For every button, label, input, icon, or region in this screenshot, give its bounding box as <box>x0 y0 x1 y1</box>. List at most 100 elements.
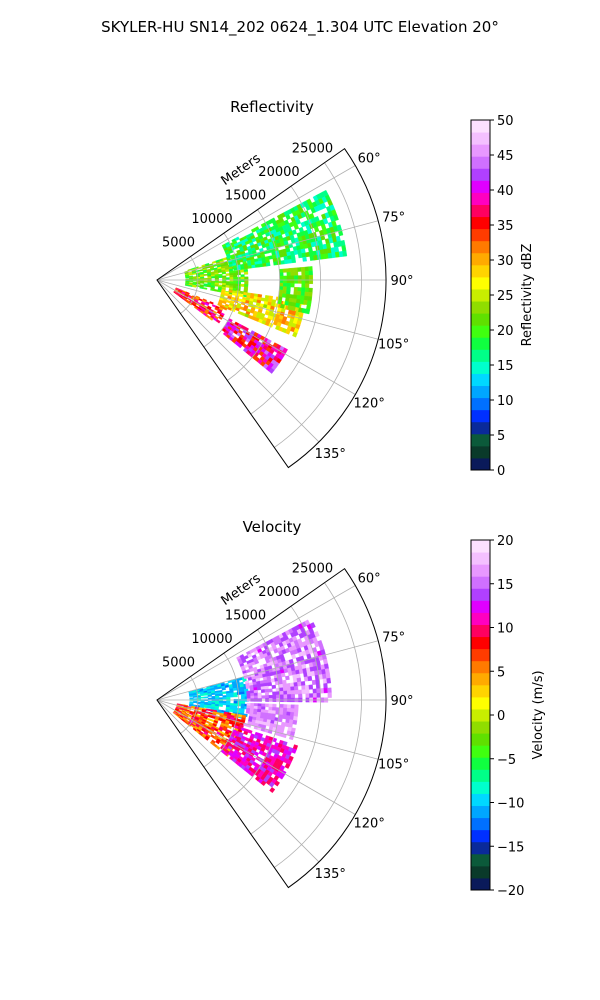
echo-cell <box>268 703 273 708</box>
echo-cell <box>302 256 307 262</box>
echo-cell <box>249 771 255 777</box>
echo-cell <box>247 729 253 734</box>
echo-cell <box>210 288 215 292</box>
echo-cell <box>207 277 212 280</box>
echo-cell <box>280 303 285 309</box>
colorbar-segment <box>471 288 490 302</box>
echo-cell <box>207 285 212 288</box>
echo-cell <box>261 695 266 699</box>
echo-cell <box>289 267 295 273</box>
echo-cell <box>326 677 332 684</box>
echo-cell <box>214 284 219 287</box>
echo-cell <box>218 697 223 700</box>
colorbar-segment <box>471 457 490 471</box>
colorbar-segment <box>471 877 490 891</box>
echo-cell <box>224 293 229 297</box>
echo-cell <box>244 281 249 285</box>
echo-cell <box>268 688 273 693</box>
echo-cell <box>287 258 293 264</box>
colorbar-segment <box>471 708 490 722</box>
echo-cell <box>229 277 234 280</box>
echo-cell <box>300 295 305 301</box>
echo-cell <box>207 697 212 700</box>
echo-cell <box>211 692 216 696</box>
echo-field <box>173 189 348 374</box>
colorbar-segment <box>471 337 490 350</box>
echo-cell <box>247 265 253 269</box>
echo-cell <box>222 275 227 278</box>
echo-cell <box>285 715 291 720</box>
echo-cell <box>297 275 303 280</box>
echo-cell <box>272 694 277 699</box>
range-tick-label: 15000 <box>225 609 266 624</box>
echo-cell <box>271 710 277 715</box>
echo-cell <box>342 250 348 257</box>
echo-cell <box>325 243 332 250</box>
echo-cell <box>215 739 220 745</box>
echo-cell <box>308 270 313 276</box>
echo-cell <box>223 751 229 757</box>
echo-cell <box>305 689 310 695</box>
colorbar-segment <box>471 421 490 435</box>
echo-cell <box>192 285 197 288</box>
theta-tick-label: 60° <box>358 572 381 587</box>
reflectivity-panel: Reflectivity 60° 75° 90° 105° 120° 135° 5000 10… <box>156 98 414 469</box>
echo-cell <box>290 283 295 288</box>
echo-cell <box>305 274 310 280</box>
azimuth-spoke <box>156 585 356 701</box>
echo-cell <box>309 622 316 629</box>
echo-cell <box>301 287 306 293</box>
theta-tick-label: 90° <box>390 694 413 709</box>
echo-cell <box>204 736 209 741</box>
echo-cell <box>243 271 249 275</box>
echo-cell <box>285 675 290 681</box>
echo-cell <box>307 296 313 302</box>
echo-cell <box>271 684 277 689</box>
theta-tick-label: 120° <box>354 817 385 832</box>
echo-cell <box>294 704 299 710</box>
azimuth-spoke <box>156 699 356 815</box>
echo-cell <box>301 689 306 695</box>
echo-cell <box>301 685 306 691</box>
echo-cell <box>272 703 277 708</box>
echo-cell <box>286 682 291 688</box>
range-ring <box>250 185 321 415</box>
echo-cell <box>277 717 283 723</box>
echo-cell <box>282 687 288 692</box>
echo-cell <box>293 267 299 273</box>
echo-cell <box>253 703 259 707</box>
colorbar-tick-label: 25 <box>497 289 514 304</box>
echo-cell <box>250 703 255 707</box>
colorbar-tick-label: 30 <box>497 254 514 269</box>
echo-cell <box>286 290 291 295</box>
echo-cell <box>217 270 223 273</box>
echo-cell <box>233 694 238 698</box>
echo-cell <box>279 707 284 712</box>
echo-cell <box>193 698 198 700</box>
colorbar-segment <box>471 552 490 565</box>
colorbar-segment <box>471 168 490 181</box>
echo-cell <box>189 280 194 283</box>
colorbar-tick-label: 40 <box>497 184 514 199</box>
echo-cell <box>238 293 244 298</box>
echo-cell <box>225 269 230 273</box>
echo-cell <box>291 653 297 660</box>
echo-cell <box>280 672 286 678</box>
range-tick-label: 20000 <box>258 165 299 180</box>
colorbar-segment <box>471 853 490 867</box>
echo-cell <box>236 691 242 695</box>
colorbar-segment <box>471 781 490 794</box>
colorbar-segment <box>471 252 490 266</box>
colorbar-segment <box>471 841 490 855</box>
echo-cell <box>245 710 251 714</box>
echo-cell <box>206 717 212 721</box>
echo-cell <box>324 668 330 675</box>
echo-cell <box>203 693 209 696</box>
echo-cell <box>208 316 214 321</box>
echo-cell <box>304 291 309 297</box>
echo-cell <box>265 262 271 267</box>
colorbar-segment <box>471 684 490 698</box>
colorbar-segment <box>471 132 490 145</box>
colorbar-segment <box>471 325 490 338</box>
echo-cell <box>289 711 295 717</box>
